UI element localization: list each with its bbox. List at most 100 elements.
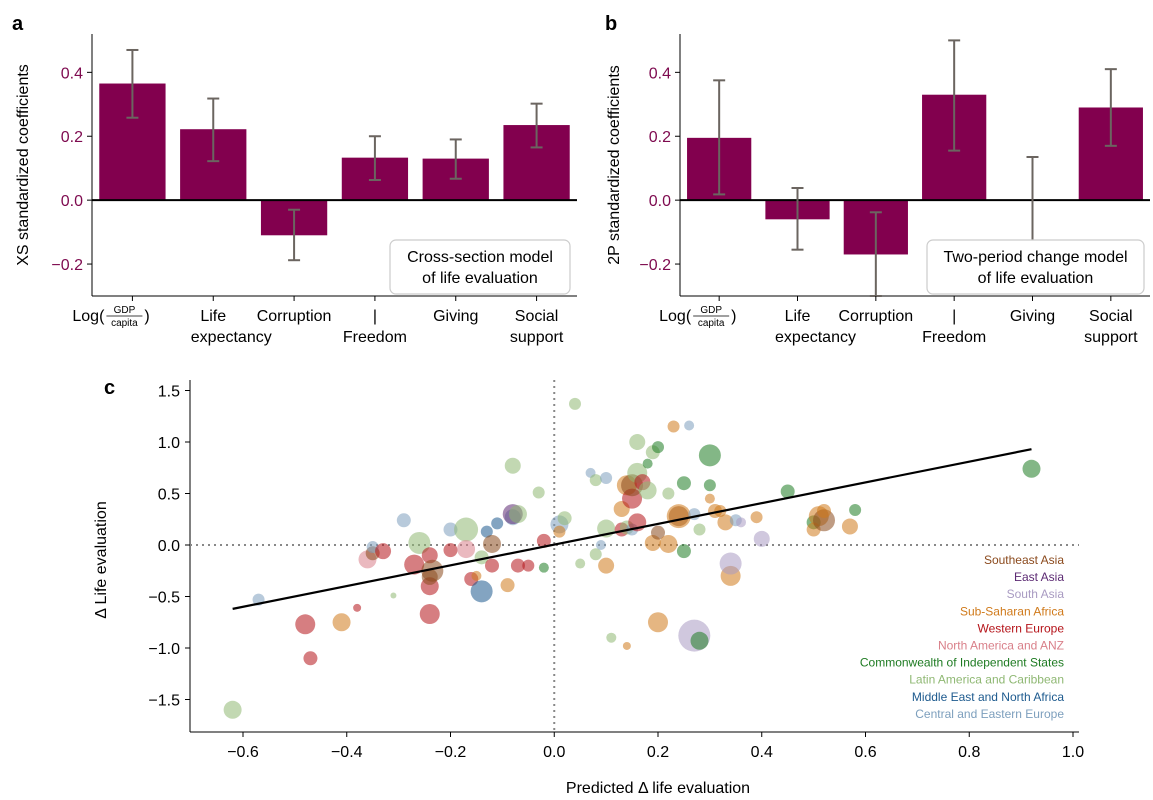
- panel-c-xlabel: Predicted Δ life evaluation: [566, 780, 750, 797]
- y-tick-label: 0.2: [649, 129, 671, 146]
- x-tick-label: 0.2: [647, 744, 669, 761]
- data-point: [491, 517, 504, 530]
- data-point: [480, 525, 493, 538]
- category-fraction-numerator: GDP: [114, 305, 136, 316]
- data-point: [817, 504, 831, 519]
- panel-a-letter: a: [12, 13, 24, 35]
- data-point: [538, 562, 549, 573]
- data-point: [390, 592, 397, 599]
- data-point: [693, 523, 706, 536]
- data-point: [504, 457, 521, 474]
- data-point: [690, 631, 709, 650]
- data-point: [648, 612, 668, 633]
- category-label: |: [952, 308, 956, 325]
- y-tick-label: 1.5: [158, 384, 180, 401]
- data-point: [404, 554, 425, 575]
- category-label: Life: [785, 308, 811, 325]
- legend-entry: South Asia: [1007, 587, 1065, 601]
- data-point: [575, 558, 586, 569]
- data-point: [719, 552, 742, 575]
- data-point: [332, 613, 351, 632]
- category-label-line2: support: [1084, 329, 1138, 346]
- category-label: Giving: [433, 308, 478, 325]
- category-label-line2: support: [510, 329, 564, 346]
- data-point: [598, 557, 615, 574]
- category-label: Corruption: [257, 308, 332, 325]
- data-point: [600, 472, 613, 485]
- legend-entry: North America and ANZ: [938, 639, 1064, 653]
- data-point: [553, 525, 566, 538]
- data-point: [642, 458, 653, 469]
- category-label: Life: [200, 308, 226, 325]
- panel-a-ylabel: XS standardized coefficients: [15, 64, 32, 266]
- y-tick-label: 0.0: [158, 538, 180, 555]
- category-label-end: ): [731, 308, 736, 325]
- data-point: [470, 580, 493, 603]
- y-tick-label: −1.5: [148, 693, 180, 710]
- category-label: Corruption: [838, 308, 913, 325]
- y-tick-label: −0.2: [51, 257, 83, 274]
- model-annotation-box: [389, 239, 571, 295]
- data-point: [717, 514, 734, 531]
- data-point: [223, 700, 242, 719]
- data-point: [419, 604, 440, 625]
- data-point: [532, 486, 545, 499]
- data-point: [396, 513, 411, 528]
- data-point: [589, 548, 602, 561]
- category-label-line2: Freedom: [343, 329, 407, 346]
- data-point: [849, 503, 862, 516]
- category-label-line2: Freedom: [922, 329, 986, 346]
- data-point: [841, 518, 858, 535]
- x-tick-label: 0.0: [543, 744, 565, 761]
- category-label-end: ): [144, 308, 149, 325]
- y-tick-label: 1.0: [158, 435, 180, 452]
- data-point: [408, 531, 431, 554]
- data-point: [485, 558, 499, 573]
- data-point: [652, 441, 664, 454]
- panel-b-ylabel: 2P standardized coefficients: [606, 65, 623, 265]
- data-point: [753, 530, 770, 547]
- data-point: [750, 511, 763, 524]
- data-point: [457, 540, 476, 559]
- y-tick-label: 0.4: [61, 65, 83, 82]
- y-tick-label: −0.2: [639, 257, 671, 274]
- data-point: [703, 479, 716, 492]
- data-point: [589, 474, 602, 487]
- category-fraction-numerator: GDP: [700, 305, 722, 316]
- x-tick-label: 0.6: [854, 744, 876, 761]
- category-fraction-denominator: capita: [698, 318, 725, 329]
- data-point: [667, 420, 680, 433]
- data-point: [659, 534, 678, 553]
- legend-entry: Commonwealth of Independent States: [860, 656, 1064, 670]
- data-point: [698, 444, 721, 467]
- x-tick-label: 1.0: [1062, 744, 1084, 761]
- data-point: [508, 505, 527, 524]
- panel-b-letter: b: [605, 13, 617, 35]
- data-point: [684, 420, 695, 431]
- category-label: Log(: [72, 308, 105, 325]
- data-point: [443, 522, 458, 537]
- model-annotation-line: of life evaluation: [978, 270, 1094, 287]
- data-point: [471, 570, 482, 581]
- y-tick-label: −1.0: [148, 641, 180, 658]
- x-tick-label: −0.2: [435, 744, 467, 761]
- y-tick-label: −0.5: [148, 590, 180, 607]
- data-point: [522, 559, 535, 572]
- data-point: [1022, 459, 1041, 478]
- panel-a: a XS standardized coefficients −0.2 0.0 0.…: [12, 13, 577, 346]
- data-point: [443, 543, 458, 558]
- data-point: [662, 487, 675, 500]
- data-point: [666, 504, 691, 529]
- data-point: [595, 540, 606, 550]
- legend-entry: Middle East and North Africa: [912, 690, 1064, 704]
- model-annotation-box: [926, 239, 1145, 295]
- data-point: [421, 559, 444, 582]
- y-tick-label: 0.0: [649, 193, 671, 210]
- data-point: [483, 534, 501, 553]
- y-tick-label: 0.2: [61, 129, 83, 146]
- category-label-line2: expectancy: [775, 329, 856, 346]
- data-point: [676, 476, 691, 491]
- data-point: [651, 525, 665, 540]
- x-tick-label: −0.6: [227, 744, 259, 761]
- data-point: [375, 543, 392, 560]
